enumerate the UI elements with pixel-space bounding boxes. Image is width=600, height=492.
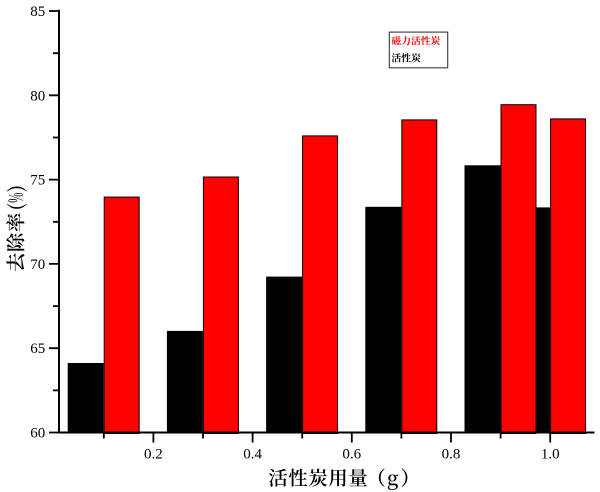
- svg-text:60: 60: [30, 426, 45, 442]
- svg-text:0.6: 0.6: [342, 446, 361, 462]
- svg-text:1.0: 1.0: [541, 446, 560, 462]
- svg-text:70: 70: [30, 257, 45, 273]
- svg-text:0.2: 0.2: [144, 446, 163, 462]
- svg-text:0.4: 0.4: [243, 446, 262, 462]
- svg-text:80: 80: [30, 88, 45, 104]
- svg-text:75: 75: [30, 173, 45, 189]
- svg-text:0.8: 0.8: [442, 446, 461, 462]
- svg-text:85: 85: [30, 4, 45, 20]
- svg-text:65: 65: [30, 341, 45, 357]
